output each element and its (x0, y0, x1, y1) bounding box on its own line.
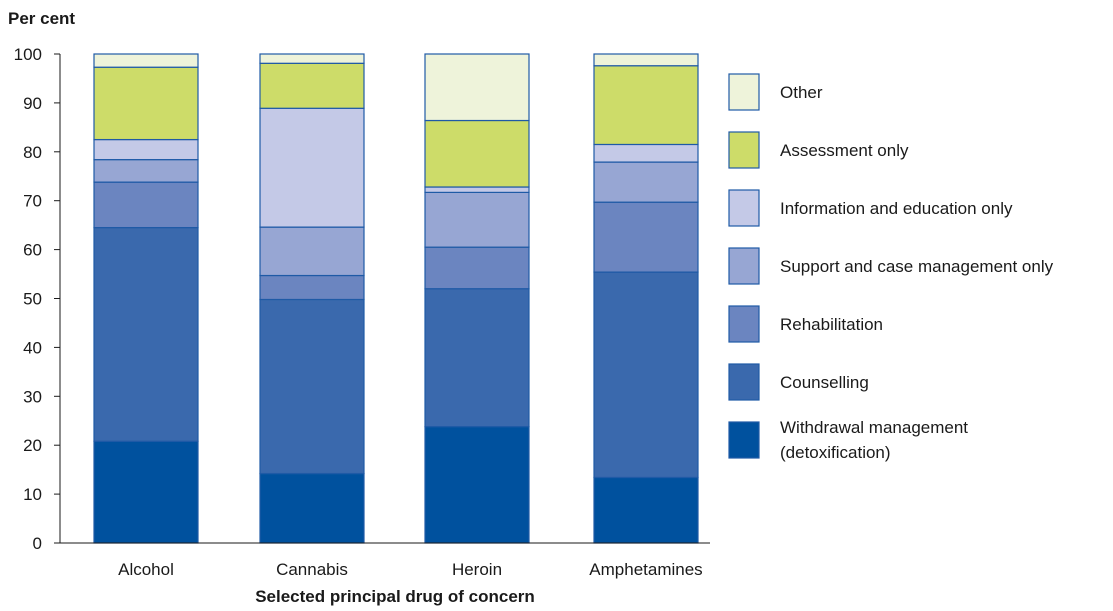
y-tick-label: 40 (23, 338, 42, 357)
bar-segment (593, 161, 699, 203)
legend-label: Information and education only (780, 199, 1013, 218)
bars (93, 53, 699, 544)
bar-segment (259, 226, 365, 277)
legend-label: Rehabilitation (780, 315, 883, 334)
bar-segment (593, 65, 699, 146)
bar-segment (424, 119, 530, 188)
bar-segment (93, 226, 199, 442)
bar-segment (593, 201, 699, 273)
bar-segment (259, 53, 365, 64)
bar-segment (93, 138, 199, 161)
bar-segment (259, 298, 365, 475)
bar-segment (424, 288, 530, 428)
x-axis: Alcohol Cannabis Heroin Amphetamines (60, 542, 710, 579)
x-tick-label: Alcohol (118, 560, 174, 579)
x-tick-label: Cannabis (276, 560, 348, 579)
legend-label: Other (780, 83, 823, 102)
y-tick-label: 90 (23, 94, 42, 113)
bar-segment (93, 440, 199, 544)
bar-segment (93, 53, 199, 68)
legend-swatch (728, 131, 760, 169)
legend-swatch (728, 363, 760, 401)
legend-label: Support and case management only (780, 257, 1054, 276)
legend-label: Withdrawal management (780, 418, 968, 437)
legend-label: Counselling (780, 373, 869, 392)
y-tick-label: 30 (23, 387, 42, 406)
y-axis-title: Per cent (8, 9, 75, 28)
bar-segment (259, 107, 365, 228)
y-tick-label: 0 (33, 534, 42, 553)
bar-segment (424, 246, 530, 290)
y-tick-label: 50 (23, 290, 42, 309)
y-axis: 0 10 20 30 40 50 60 70 80 90 100 (14, 45, 61, 553)
bar-segment (259, 472, 365, 544)
bar-segment (259, 274, 365, 301)
bar-segment (593, 476, 699, 544)
legend: Other Assessment only Information and educ… (728, 73, 1054, 462)
y-tick-label: 10 (23, 485, 42, 504)
legend-label: Assessment only (780, 141, 909, 160)
x-tick-label: Amphetamines (589, 560, 702, 579)
y-tick-label: 20 (23, 436, 42, 455)
legend-swatch (728, 247, 760, 285)
x-tick-label: Heroin (452, 560, 502, 579)
x-axis-title: Selected principal drug of concern (255, 587, 535, 606)
y-tick-label: 80 (23, 143, 42, 162)
legend-swatch (728, 189, 760, 227)
bar-segment (424, 191, 530, 248)
bar-segment (593, 143, 699, 163)
legend-swatch (728, 73, 760, 111)
legend-label: (detoxification) (780, 443, 891, 462)
y-tick-label: 100 (14, 45, 42, 64)
bar-segment (93, 181, 199, 229)
legend-swatch (728, 421, 760, 459)
bar-segment (259, 62, 365, 109)
y-tick-label: 60 (23, 241, 42, 260)
bar-segment (424, 186, 530, 193)
bar-segment (593, 53, 699, 67)
bar-segment (424, 426, 530, 544)
y-tick-label: 70 (23, 192, 42, 211)
bar-segment (93, 159, 199, 183)
bar-segment (93, 66, 199, 141)
bar-segment (424, 53, 530, 122)
legend-swatch (728, 305, 760, 343)
bar-segment (593, 271, 699, 479)
